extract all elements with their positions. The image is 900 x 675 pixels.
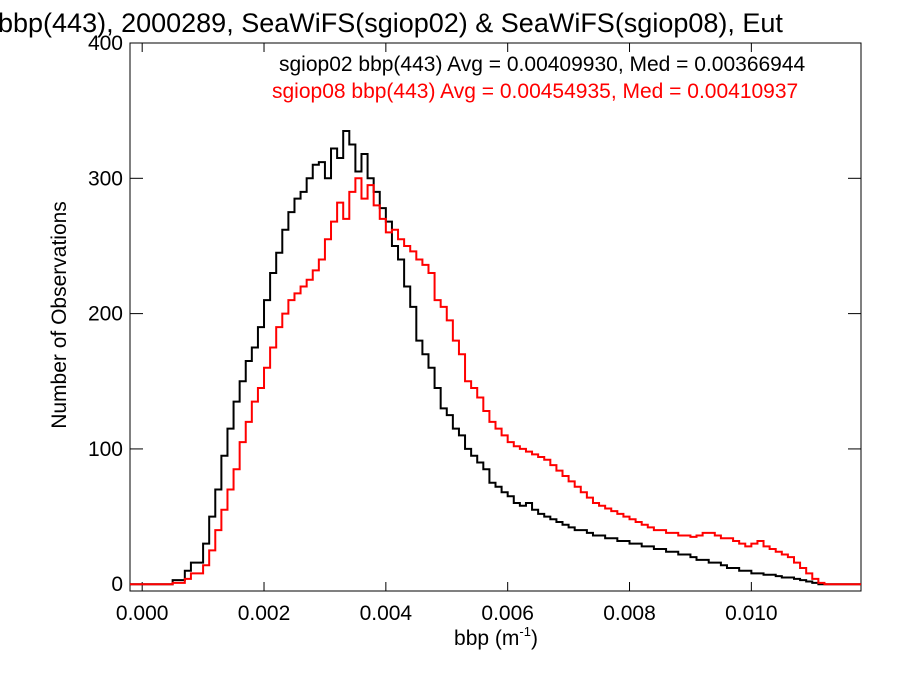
- x-tick-labels: 0.000 0.002 0.004 0.006 0.008 0.010: [116, 602, 778, 625]
- series-group: [130, 129, 861, 586]
- series-sgiop08-line: [130, 177, 861, 586]
- y-tick-label: 200: [88, 303, 123, 326]
- x-tick-label: 0.008: [603, 602, 656, 625]
- x-tick-label: 0.004: [360, 602, 413, 625]
- x-axis-label-sup: -1: [519, 624, 531, 639]
- plot-frame: [129, 42, 862, 592]
- legend-sgiop08: sgiop08 bbp(443) Avg = 0.00454935, Med =…: [272, 80, 798, 103]
- x-axis-label-main: bbp (m: [454, 627, 519, 650]
- x-axis-label: bbp (m-1): [454, 624, 538, 650]
- y-tick-label: 400: [88, 32, 123, 55]
- y-tick-label: 100: [88, 438, 123, 461]
- y-tick-label: 0: [111, 573, 123, 596]
- chart-title: bbp(443), 2000289, SeaWiFS(sgiop02) & Se…: [0, 8, 783, 38]
- series-sgiop02-line: [130, 129, 861, 586]
- x-tick-label: 0.002: [238, 602, 291, 625]
- x-tick-label: 0.006: [481, 602, 534, 625]
- y-axis-label: Number of Observations: [48, 201, 71, 429]
- x-axis-label-close: ): [531, 627, 538, 650]
- y-tick-labels: 0 100 200 300 400: [88, 32, 123, 596]
- legend-sgiop02: sgiop02 bbp(443) Avg = 0.00409930, Med =…: [279, 53, 806, 76]
- y-tick-label: 300: [88, 167, 123, 190]
- x-tick-label: 0.000: [116, 602, 169, 625]
- x-tick-label: 0.010: [725, 602, 778, 625]
- plot-area: [129, 42, 862, 592]
- x-axis-ticks: [141, 43, 752, 591]
- y-axis-ticks: [130, 42, 861, 585]
